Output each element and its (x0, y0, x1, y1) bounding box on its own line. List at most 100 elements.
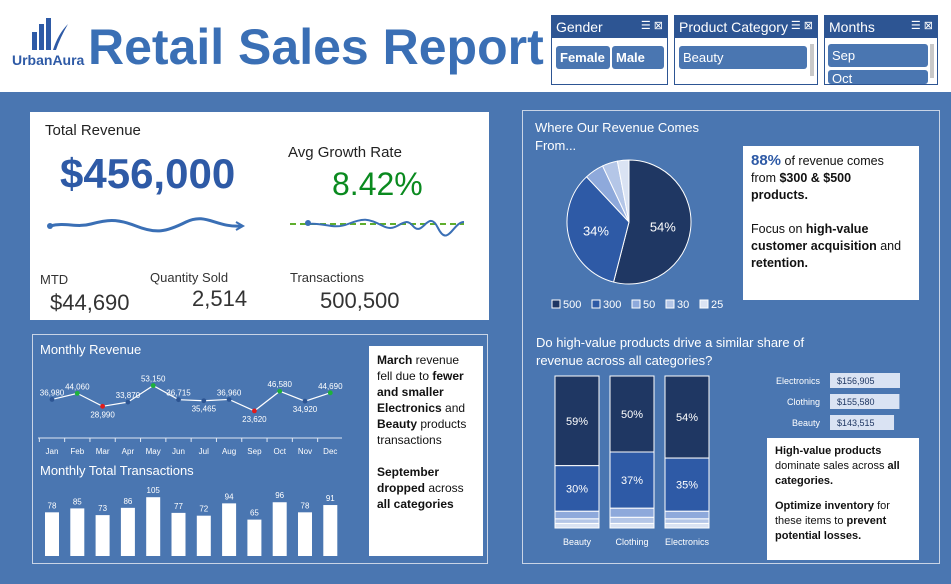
category-slicer-title: Product Category (679, 19, 788, 35)
scrollbar[interactable] (810, 44, 814, 76)
category-slicer[interactable]: Product Category ☰ ⊠ Beauty (674, 15, 818, 85)
slicer-item-oct[interactable]: Oct (828, 70, 928, 84)
months-slicer[interactable]: Months ☰ ⊠ Sep Oct (824, 15, 938, 85)
callout-text: and (441, 401, 466, 415)
callout-text: and (876, 239, 902, 253)
data-label: 65 (250, 509, 259, 518)
segment-label: 54% (676, 412, 698, 424)
scrollbar[interactable] (930, 44, 934, 78)
transactions-label: Transactions (290, 270, 364, 285)
stack-segment (554, 518, 600, 524)
monthly-transactions-title: Monthly Total Transactions (40, 463, 194, 478)
data-label: $156,905 (837, 376, 875, 386)
stack-segment (554, 522, 600, 529)
callout-text: High-value products (775, 445, 882, 457)
gender-slicer-title: Gender (556, 19, 603, 35)
monthly-insight-callout: March revenue fell due to fewer and smal… (369, 346, 483, 556)
legend-label: 30 (677, 299, 689, 311)
callout-text: Beauty (377, 417, 418, 431)
tick-label: Jan (46, 447, 59, 456)
gender-slicer[interactable]: Gender ☰ ⊠ Female Male (551, 15, 668, 85)
quantity-value: 2,514 (192, 286, 248, 311)
category-label: Electronics (665, 537, 710, 547)
tick-label: Dec (323, 447, 337, 456)
tick-label: Nov (298, 447, 312, 456)
revenue-source-pie-chart: 54% 34% 500 300 50 30 25 (551, 159, 723, 311)
revenue-point (277, 388, 283, 394)
clear-filter-icon[interactable]: ☰ ⊠ (790, 20, 813, 32)
segment-label: 59% (566, 416, 588, 428)
brand-logo: UrbanAura (8, 14, 84, 74)
data-label: 78 (48, 501, 57, 510)
pie-title-line1: Where Our Revenue Comes (535, 120, 700, 135)
header-bar: UrbanAura Retail Sales Report Gender ☰ ⊠… (0, 0, 951, 92)
revenue-point (49, 397, 55, 402)
months-slicer-header: Months ☰ ⊠ (825, 16, 937, 38)
data-label: 35,465 (192, 405, 217, 414)
data-label: 53,150 (141, 375, 166, 384)
transaction-bar (222, 503, 237, 556)
pie-title-line2: From... (535, 138, 577, 153)
category-label: Clothing (787, 397, 820, 407)
revenue-line (51, 384, 331, 412)
data-label: 105 (147, 486, 161, 495)
stack-segment (664, 522, 710, 529)
clear-filter-icon[interactable]: ☰ ⊠ (910, 20, 933, 32)
stack-segment (664, 510, 710, 520)
data-label: 23,620 (242, 415, 267, 424)
mtd-value: $44,690 (50, 290, 130, 315)
callout-text: of revenue comes from (751, 154, 884, 185)
monthly-transactions-chart: 78 85 73 86 105 77 72 94 65 96 78 91 (45, 486, 338, 556)
callout-text: Optimize inventory (775, 500, 875, 512)
slice-label: 54% (650, 219, 676, 234)
revenue-bar (830, 415, 895, 430)
data-label: 96 (275, 491, 284, 500)
data-label: 73 (98, 504, 107, 513)
total-revenue-value: $456,000 (60, 150, 236, 197)
mtd-label: MTD (40, 272, 69, 287)
quantity-label: Quantity Sold (150, 270, 229, 285)
data-label: 78 (301, 501, 310, 510)
data-label: 86 (123, 497, 132, 506)
tick-label: Aug (222, 447, 236, 456)
callout-text: September dropped (377, 465, 440, 495)
clear-filter-icon[interactable]: ☰ ⊠ (640, 20, 663, 32)
tick-label: Feb (70, 447, 84, 456)
data-label: 44,690 (318, 382, 343, 391)
growth-label: Avg Growth Rate (288, 144, 402, 161)
slicer-item-sep[interactable]: Sep (828, 44, 928, 67)
growth-sparkline (290, 218, 465, 237)
tick-label: Jun (172, 447, 185, 456)
building-logo-icon (32, 18, 68, 50)
share-insight-callout: High-value products dominate sales acros… (767, 438, 919, 560)
category-slicer-header: Product Category ☰ ⊠ (675, 16, 817, 38)
slice-label: 34% (583, 223, 609, 238)
tick-label: Oct (273, 447, 286, 456)
slicer-item-male[interactable]: Male (612, 46, 664, 69)
data-label: 46,580 (267, 380, 292, 389)
tick-label: Apr (122, 447, 135, 456)
monthly-revenue-title: Monthly Revenue (40, 342, 142, 357)
callout-text: prevent potential losses. (775, 515, 887, 542)
tick-label: Sep (247, 447, 262, 456)
data-label: 44,060 (65, 382, 90, 391)
pie-slice (612, 159, 692, 285)
data-label: 34,920 (293, 405, 318, 414)
revenue-point (226, 397, 232, 402)
category-label: Clothing (615, 537, 648, 547)
data-label: 77 (174, 502, 183, 511)
segment-label: 35% (676, 480, 698, 492)
callout-text: across (425, 481, 464, 495)
slicer-item-female[interactable]: Female (556, 46, 610, 69)
legend-swatch (631, 299, 641, 309)
category-label: Beauty (792, 418, 821, 428)
revenue-point (302, 398, 308, 404)
pie-slice (616, 159, 630, 223)
callout-text: $300 & $500 products. (751, 171, 852, 202)
data-label: 28,990 (90, 410, 115, 419)
revenue-bar (830, 373, 900, 388)
category-share-stacked-chart: 59% 30% Beauty 50% 37% Clothing 54% 35% Electron… (554, 375, 710, 547)
revenue-point (176, 397, 181, 403)
data-label: 33,870 (116, 391, 141, 400)
slicer-item-beauty[interactable]: Beauty (679, 46, 807, 69)
